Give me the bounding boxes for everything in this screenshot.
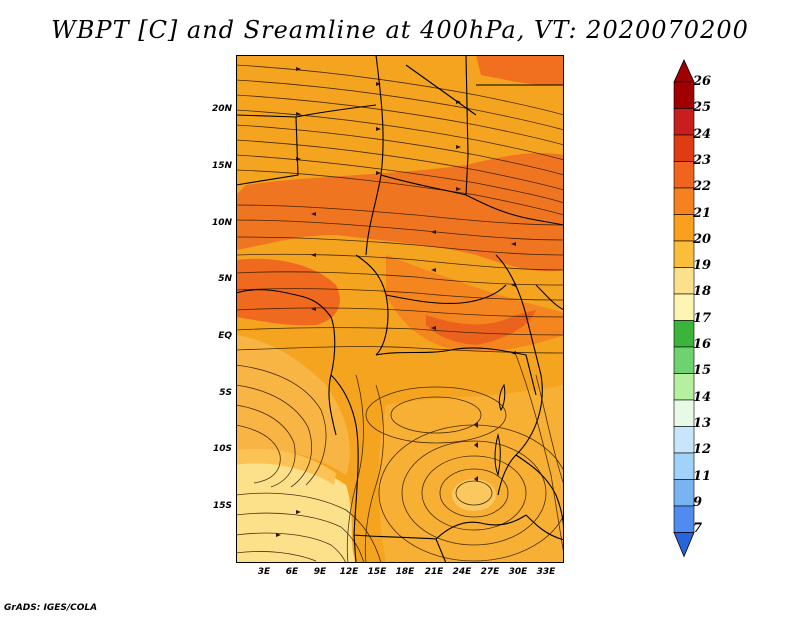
lon-label-21e: 21E bbox=[424, 567, 444, 577]
cool-region-southwest bbox=[236, 453, 356, 563]
colorbar-segment bbox=[673, 267, 695, 295]
lat-label-5n: 5N bbox=[218, 274, 232, 284]
colorbar-top-arrow bbox=[673, 59, 695, 83]
colorbar-label: 26 bbox=[693, 74, 712, 89]
colorbar-segment bbox=[673, 452, 695, 480]
colorbar-segment bbox=[673, 505, 695, 533]
colorbar-segment bbox=[673, 373, 695, 401]
colorbar-segment bbox=[673, 214, 695, 242]
colorbar-label: 23 bbox=[693, 152, 712, 168]
colorbar-segment bbox=[673, 479, 695, 507]
southeast-region bbox=[378, 385, 564, 563]
colorbar-segment bbox=[673, 134, 695, 162]
borders bbox=[236, 55, 564, 563]
colorbar-segment bbox=[673, 320, 695, 348]
footer-credit: GrADS: IGES/COLA bbox=[4, 603, 98, 613]
colorbar bbox=[673, 59, 695, 558]
lon-label-3e: 3E bbox=[257, 567, 271, 577]
ocean-region bbox=[236, 335, 350, 475]
lat-label-15n: 15N bbox=[211, 161, 232, 171]
colorbar-label: 11 bbox=[693, 468, 712, 484]
lon-label-30e: 30E bbox=[508, 567, 528, 577]
colorbar-segment bbox=[673, 240, 695, 268]
lon-label-6e: 6E bbox=[285, 567, 299, 577]
colorbar-segment bbox=[673, 399, 695, 427]
colorbar-label: 22 bbox=[693, 179, 712, 195]
colorbar-label: 12 bbox=[693, 442, 712, 458]
lon-label-9e: 9E bbox=[313, 567, 327, 577]
lat-label-15s: 15S bbox=[212, 501, 232, 511]
colorbar-label: 19 bbox=[693, 258, 712, 274]
colorbar-label: 13 bbox=[693, 415, 712, 431]
warm-patch-east bbox=[426, 310, 536, 345]
lon-label-24e: 24E bbox=[452, 567, 472, 577]
lat-label-10s: 10S bbox=[212, 444, 232, 454]
colorbar-label: 20 bbox=[693, 231, 712, 247]
lon-label-33e: 33E bbox=[536, 567, 556, 577]
colorbar-segment bbox=[673, 81, 695, 109]
lon-label-12e: 12E bbox=[339, 567, 359, 577]
colorbar-segment bbox=[673, 187, 695, 215]
colorbar-label: 15 bbox=[693, 363, 712, 379]
colorbar-segment bbox=[673, 426, 695, 454]
colorbar-label: 9 bbox=[693, 494, 703, 510]
colorbar-label: 7 bbox=[693, 521, 703, 537]
lat-label-eq: EQ bbox=[218, 331, 232, 341]
colorbar-label: 18 bbox=[693, 284, 712, 300]
warm-band-north bbox=[236, 153, 564, 272]
warm-patch-northeast bbox=[476, 55, 564, 86]
lat-label-10n: 10N bbox=[211, 218, 232, 228]
map-frame bbox=[236, 55, 564, 563]
lon-label-18e: 18E bbox=[395, 567, 415, 577]
colorbar-label: 25 bbox=[693, 100, 712, 116]
anticyclone-core bbox=[452, 479, 496, 511]
lakes bbox=[494, 383, 506, 477]
colorbar-segment bbox=[673, 161, 695, 189]
colorbar-segment bbox=[673, 346, 695, 374]
colorbar-segment bbox=[673, 293, 695, 321]
colorbar-label: 17 bbox=[693, 310, 712, 326]
map-panel bbox=[236, 55, 564, 563]
chart-title: WBPT [C] and Sreamline at 400hPa, VT: 20… bbox=[51, 16, 749, 44]
transition-band bbox=[236, 447, 336, 485]
colorbar-label: 14 bbox=[693, 389, 712, 405]
lat-label-20n: 20N bbox=[211, 104, 232, 114]
colorbar-bottom-arrow bbox=[673, 532, 695, 558]
colorbar-label: 24 bbox=[693, 126, 712, 142]
map-svg bbox=[236, 55, 564, 563]
colorbar-segment bbox=[673, 108, 695, 136]
lat-label-5s: 5S bbox=[219, 388, 232, 398]
lon-label-27e: 27E bbox=[480, 567, 500, 577]
colorbar-label: 21 bbox=[693, 205, 712, 221]
lon-label-15e: 15E bbox=[367, 567, 387, 577]
colorbar-label: 16 bbox=[693, 337, 712, 352]
